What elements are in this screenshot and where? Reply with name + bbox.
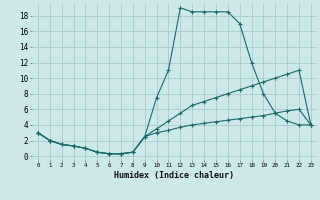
X-axis label: Humidex (Indice chaleur): Humidex (Indice chaleur) [115, 171, 234, 180]
